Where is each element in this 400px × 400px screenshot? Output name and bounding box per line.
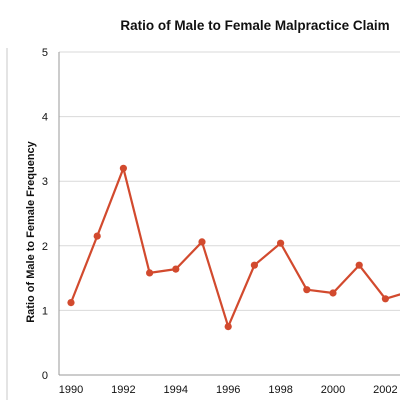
data-point-2000: [329, 289, 337, 297]
y-tick-labels: 0 1 2 3 4 5: [42, 47, 48, 382]
y-tick-label: 4: [42, 112, 48, 124]
data-point-1998: [277, 239, 285, 247]
data-point-1997: [250, 261, 258, 269]
y-tick-label: 2: [42, 241, 48, 253]
data-point-1991: [93, 232, 101, 240]
x-tick-label: 1998: [268, 384, 292, 396]
gridlines: [59, 51, 400, 311]
x-tick-label: 2000: [321, 384, 345, 396]
data-point-1996: [224, 323, 232, 331]
x-tick-label: 1990: [59, 384, 83, 396]
chart-title: Ratio of Male to Female Malpractice Clai…: [120, 18, 389, 33]
axes: [58, 52, 400, 376]
data-point-2001: [355, 261, 363, 269]
data-point-1995: [198, 238, 206, 246]
data-point-1992: [119, 164, 127, 172]
x-tick-label: 1994: [164, 384, 188, 396]
x-tick-label: 1996: [216, 384, 240, 396]
series-layer: [67, 164, 400, 331]
data-point-1994: [172, 265, 180, 273]
data-point-2002: [381, 295, 389, 303]
y-tick-label: 5: [42, 47, 48, 59]
x-tick-label: 1992: [111, 384, 135, 396]
data-point-1990: [67, 299, 75, 307]
data-point-1999: [303, 286, 311, 294]
series-line-0: [69, 167, 400, 328]
x-tick-label: 2002: [373, 384, 397, 396]
y-axis-label: Ratio of Male to Female Frequency: [25, 140, 37, 322]
x-tick-labels: 1990 1992 1994 1996 1998 2000 2002: [59, 384, 398, 396]
y-tick-label: 3: [42, 176, 48, 188]
data-point-1993: [146, 269, 154, 277]
y-tick-label: 1: [42, 305, 48, 317]
y-tick-label: 0: [42, 370, 48, 382]
